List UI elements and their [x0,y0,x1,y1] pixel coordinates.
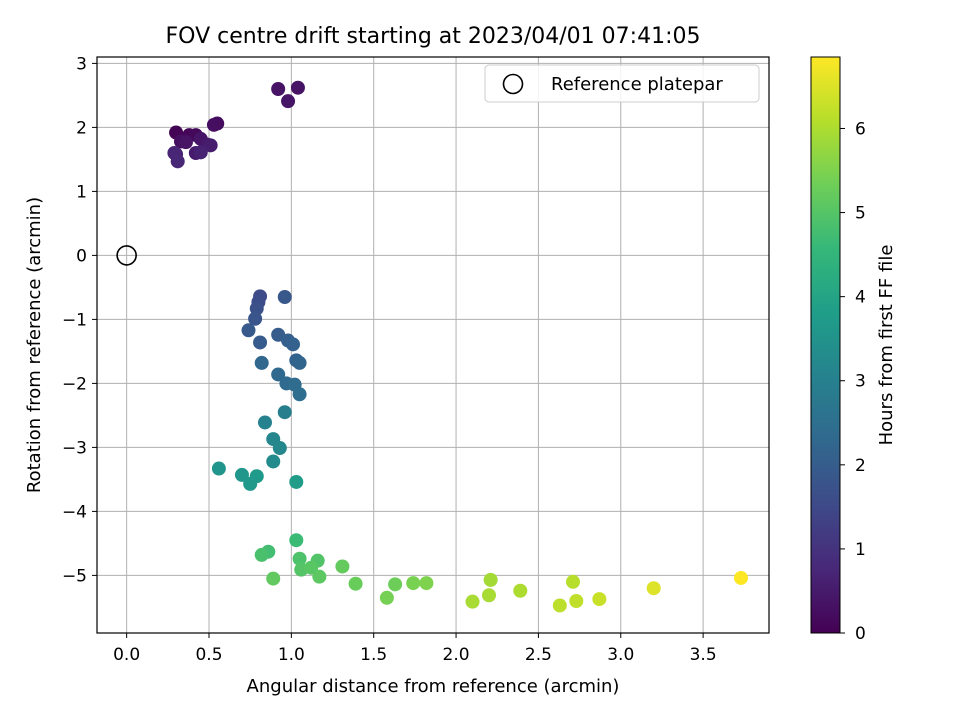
legend: Reference platepar [484,64,760,103]
y-tick-label: 2 [76,118,87,138]
data-point [254,547,269,562]
colorbar-tick-label: 1 [855,540,866,560]
data-point [253,335,268,350]
data-point [290,80,305,95]
data-point [277,290,292,304]
x-tick-label: 0.0 [113,645,140,665]
colorbar-tick-label: 6 [855,119,866,139]
x-axis-label: Angular distance from reference (arcmin) [247,676,620,697]
legend-box [484,64,760,103]
data-point [592,592,607,607]
data-point [241,323,256,338]
x-tick-label: 1.0 [278,645,305,665]
scatter-points [167,80,748,613]
data-point [292,355,307,370]
data-point [289,533,304,548]
data-point [304,560,319,575]
data-point [379,590,394,605]
x-tick-label: 3.5 [690,645,717,665]
data-point [193,145,208,160]
data-point [289,474,304,489]
colorbar [810,56,841,634]
legend-label-reference: Reference platepar [551,74,723,95]
colorbar-tick-label: 4 [855,288,866,308]
y-tick-label: 0 [76,246,87,266]
chart-title: FOV centre drift starting at 2023/04/01 … [166,24,701,49]
plot-frame [96,56,770,634]
data-point [271,82,286,96]
colorbar-tick-label: 5 [855,204,866,224]
y-axis-label: Rotation from reference (arcmin) [24,197,45,493]
reference-platepar-marker [116,245,137,266]
colorbar-tick-label: 3 [855,372,866,392]
data-point [286,337,300,352]
x-tick-label: 0.5 [195,645,222,665]
data-point [348,576,363,591]
data-point [482,588,496,603]
y-tick-label: −5 [62,566,87,586]
data-point [271,367,286,382]
x-tick-label: 2.5 [525,645,552,665]
legend-marker-reference [502,73,524,95]
data-point [258,415,272,430]
y-axis-ticks: 3 2 1 0 −1 −2 −3 −4 −5 [62,54,97,586]
y-tick-label: −4 [62,502,87,522]
data-point [292,551,307,566]
data-point [566,574,580,589]
data-point [483,572,498,587]
y-tick-label: 1 [76,182,87,202]
colorbar-tick-label: 0 [855,624,866,644]
x-axis-ticks: 0.0 0.5 1.0 1.5 2.0 2.5 3.0 3.5 [113,633,717,665]
data-point [248,311,263,326]
data-point [203,138,218,153]
data-point [281,94,296,109]
data-point [211,461,226,476]
y-tick-label: −3 [62,438,87,458]
data-point [312,569,327,584]
data-point [552,598,567,613]
data-point [465,594,480,609]
data-point [335,559,350,574]
colorbar-tick-label: 2 [855,456,866,476]
data-point [266,454,281,469]
data-point [646,581,661,596]
y-tick-label: −1 [62,310,87,330]
data-point [254,355,269,370]
data-point [569,594,584,608]
data-point [266,571,281,586]
data-point [419,576,434,591]
data-point [170,154,185,169]
data-point [272,441,287,456]
y-tick-label: −2 [62,374,87,394]
data-point [734,570,748,585]
data-point [388,577,403,592]
x-tick-label: 3.0 [607,645,634,665]
colorbar-label: Hours from first FF file [876,245,897,446]
data-point [178,135,193,150]
data-point [206,117,221,132]
grid-lines [97,57,769,633]
y-tick-label: 3 [76,54,87,74]
x-tick-label: 2.0 [443,645,470,665]
x-tick-label: 1.5 [360,645,387,665]
data-point [406,576,421,591]
data-point [513,583,528,598]
data-point [292,387,307,402]
data-point [249,469,264,484]
data-point [234,467,249,482]
colorbar-ticks: 0 1 2 3 4 5 6 [840,119,866,644]
data-point [277,405,292,420]
